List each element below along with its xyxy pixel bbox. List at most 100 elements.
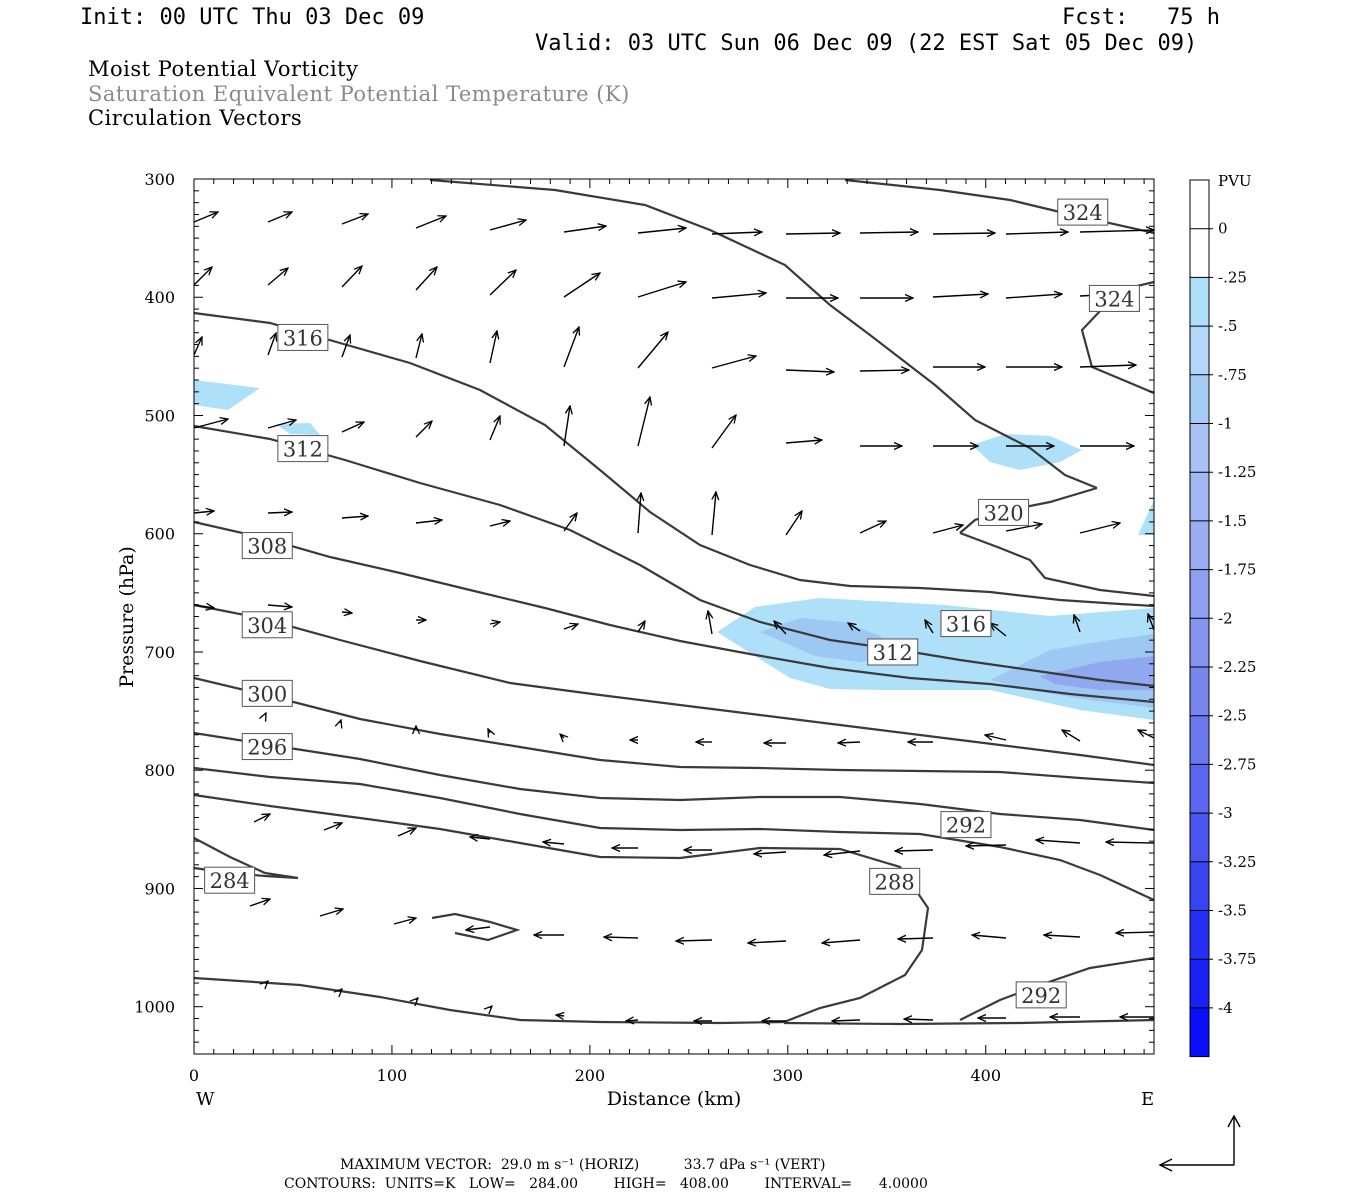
theta-es-contour-line [959, 531, 1155, 598]
circulation-vector-arrow [265, 713, 266, 715]
y-tick-label: 700 [144, 643, 175, 662]
y-tick-label: 800 [144, 761, 175, 780]
theta-es-contour-line [193, 976, 601, 1024]
circulation-vector-arrow [1079, 230, 1154, 232]
circulation-vector-arrow [711, 232, 762, 234]
contour-label: 300 [247, 682, 287, 706]
title-theta-es: Saturation Equivalent Potential Temperat… [88, 82, 630, 106]
theta-es-contour-line [783, 1018, 1155, 1026]
contour-label: 288 [875, 870, 915, 894]
y-tick-label: 500 [144, 406, 175, 425]
title-vectors: Circulation Vectors [88, 106, 303, 130]
circulation-vector-arrow [848, 623, 861, 632]
circulation-vector-arrow [838, 742, 861, 743]
theta-es-contours [193, 178, 1155, 1026]
circulation-vector-arrow [267, 605, 292, 607]
circulation-vector-arrow [415, 334, 422, 359]
east-label: E [1141, 1089, 1154, 1110]
theta-es-contour-line [429, 178, 1098, 490]
circulation-vector-arrow [563, 513, 577, 532]
contour-label-box [1057, 198, 1109, 226]
colorbar-label: -3.5 [1218, 902, 1247, 920]
y-tick-label: 300 [144, 170, 175, 189]
circulation-vector-arrow [859, 370, 909, 371]
contour-info-note: CONTOURS: UNITS=K LOW= 284.00 HIGH= 408.… [284, 1176, 928, 1192]
x-tick-label: 100 [377, 1066, 408, 1085]
circulation-vector-arrow [563, 273, 600, 298]
x-tick-label: 200 [575, 1066, 606, 1085]
circulation-vector-arrow [774, 621, 787, 635]
contour-label: 292 [1021, 984, 1061, 1008]
colorbar-label: -2.75 [1218, 755, 1256, 773]
contour-label: 312 [283, 438, 323, 462]
circulation-vector-arrow [193, 212, 218, 223]
circulation-vector-arrow [966, 845, 1007, 846]
circulation-vector-arrow [859, 521, 886, 534]
contour-labels: 316 312 308 304 300 296 284 292 288 292 320 316 312 3… [204, 198, 1140, 1009]
forecast-label: Fcst: [1062, 5, 1129, 30]
circulation-vector-arrow [925, 620, 934, 634]
valid-time: Valid: 03 UTC Sun 06 Dec 09 (22 EST Sat … [535, 31, 1198, 56]
circulation-vector-arrow [489, 270, 516, 296]
circulation-vector-arrow [711, 415, 736, 449]
circulation-vector-arrow [708, 611, 712, 635]
circulation-vector-arrow [637, 397, 650, 447]
circulation-vector-arrow [560, 734, 564, 738]
circulation-vector-arrow [341, 214, 368, 225]
colorbar-swatch [1190, 520, 1209, 570]
x-tick-label: 300 [773, 1066, 804, 1085]
circulation-vector-arrow [267, 212, 292, 223]
circulation-vector-arrow [1079, 523, 1120, 534]
contour-label-box [277, 435, 329, 463]
circulation-vector-arrow [711, 293, 766, 299]
colorbar-swatch [1190, 667, 1209, 716]
circulation-vector-arrow [904, 1019, 934, 1020]
circulation-vector-arrow [341, 422, 364, 433]
circulation-vector-arrow [1074, 615, 1081, 633]
circulation-vector-arrow [676, 940, 713, 941]
circulation-vector-arrow [985, 735, 1007, 740]
max-vector-note: MAXIMUM VECTOR: 29.0 m s⁻¹ (HORIZ) 33.7 … [340, 1157, 826, 1173]
contour-label-box [940, 811, 992, 839]
circulation-vector-arrow [637, 332, 668, 369]
contour-label: 312 [873, 641, 913, 665]
circulation-vector-arrow [341, 266, 362, 288]
colorbar-label: -2 [1218, 609, 1233, 627]
pv-shaded-region [276, 423, 320, 435]
x-axis-label: Distance (km) [607, 1088, 742, 1110]
circulation-vector-arrow [626, 1020, 639, 1021]
colorbar-label: -2.5 [1218, 707, 1247, 725]
colorbar-swatch [1190, 423, 1209, 473]
colorbar-swatch [1190, 813, 1209, 862]
circulation-vector-arrow [932, 525, 963, 534]
circulation-vector-arrow [785, 233, 840, 234]
circulation-vector-arrow [466, 927, 491, 930]
circulation-vector-arrow [341, 335, 350, 358]
contour-label-box [869, 867, 921, 895]
circulation-vector-arrow [267, 268, 288, 286]
forecast-hour: 75 h [1167, 5, 1220, 30]
contour-label: 284 [210, 869, 250, 893]
circulation-vector-arrow [822, 940, 861, 943]
contour-label: 308 [247, 535, 287, 559]
circulation-vector-arrow [340, 989, 342, 991]
colorbar-label: -.5 [1218, 317, 1237, 335]
circulation-vector-arrow [489, 220, 526, 231]
colorbar-swatch [1190, 1007, 1209, 1057]
x-tick-label: 0 [189, 1066, 199, 1085]
circulation-vector-arrow [712, 492, 716, 536]
colorbar-label: -1.75 [1218, 561, 1256, 579]
colorbar-swatch [1190, 472, 1209, 521]
circulation-vector-arrow [267, 420, 296, 429]
theta-es-contour-line [193, 731, 1155, 832]
y-tick-label: 900 [144, 879, 175, 898]
circulation-vector-arrow [193, 605, 214, 608]
theta-es-contour-line [193, 311, 1155, 608]
colorbar-swatch [1190, 715, 1209, 765]
theta-es-contour-line [193, 766, 1155, 901]
theta-es-contour-line [431, 912, 521, 942]
colorbar-swatch [1190, 764, 1209, 814]
contour-label: 320 [984, 501, 1024, 525]
contour-label: 316 [946, 613, 986, 637]
contour-label: 324 [1094, 287, 1134, 311]
